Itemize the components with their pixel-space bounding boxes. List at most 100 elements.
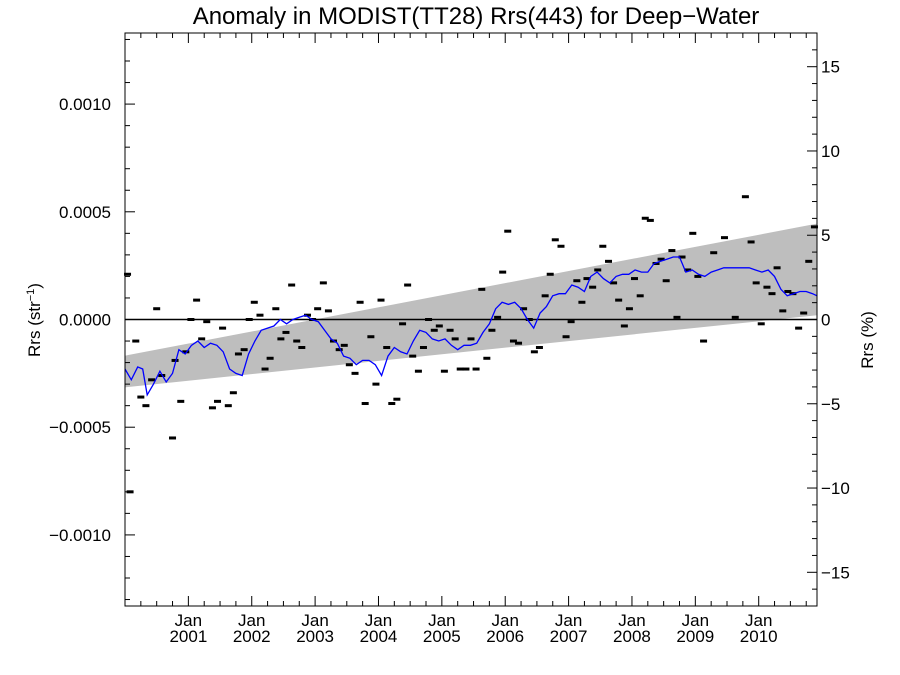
data-point bbox=[689, 231, 697, 235]
data-point bbox=[367, 335, 375, 339]
data-point bbox=[229, 391, 237, 395]
y-left-tick-label: 0.0005 bbox=[59, 203, 111, 222]
data-point bbox=[557, 244, 565, 248]
x-tick-label-year: 2008 bbox=[613, 627, 651, 646]
data-point bbox=[377, 298, 385, 302]
data-point bbox=[668, 249, 676, 253]
y-right-tick-label: −15 bbox=[821, 563, 850, 582]
data-point bbox=[731, 315, 739, 319]
data-point bbox=[282, 330, 290, 334]
y-axis-left-label-sup: −1 bbox=[25, 289, 37, 302]
data-point bbox=[662, 279, 670, 283]
x-tick-label-year: 2007 bbox=[550, 627, 588, 646]
data-point bbox=[456, 367, 464, 371]
data-point bbox=[599, 244, 607, 248]
y-right-tick-label: −5 bbox=[821, 395, 840, 414]
confidence-band-layer bbox=[125, 223, 817, 388]
data-point bbox=[409, 354, 417, 358]
data-point bbox=[182, 350, 190, 354]
data-point bbox=[148, 378, 156, 382]
data-point bbox=[795, 326, 803, 330]
data-point bbox=[646, 218, 654, 222]
y-axis-left-label: Rrs (str−1) bbox=[25, 283, 44, 357]
data-point bbox=[562, 335, 570, 339]
data-point bbox=[483, 356, 491, 360]
data-point bbox=[610, 281, 618, 285]
data-point bbox=[530, 350, 538, 354]
data-point bbox=[752, 281, 760, 285]
data-point bbox=[741, 195, 749, 199]
data-point bbox=[187, 318, 195, 321]
x-tick-label-year: 2002 bbox=[233, 627, 271, 646]
data-point bbox=[551, 238, 559, 242]
x-tick-label-month: Jan bbox=[618, 611, 645, 630]
data-point bbox=[678, 255, 686, 259]
x-tick-label-month: Jan bbox=[682, 611, 709, 630]
data-point bbox=[594, 268, 602, 272]
data-point bbox=[324, 309, 332, 313]
data-point bbox=[620, 324, 628, 328]
data-point bbox=[779, 309, 787, 313]
data-point bbox=[700, 339, 708, 343]
data-point bbox=[657, 257, 665, 261]
data-point bbox=[372, 382, 380, 386]
data-point bbox=[673, 315, 681, 319]
data-point bbox=[399, 322, 407, 326]
data-point bbox=[314, 307, 322, 311]
x-tick-label-year: 2004 bbox=[360, 627, 398, 646]
data-point bbox=[763, 285, 771, 289]
data-point bbox=[605, 259, 613, 263]
data-point bbox=[340, 343, 348, 347]
data-point bbox=[567, 320, 575, 324]
data-point bbox=[245, 318, 253, 321]
data-point bbox=[419, 346, 427, 350]
data-point bbox=[240, 348, 248, 352]
data-point bbox=[446, 328, 454, 332]
data-point bbox=[393, 397, 401, 401]
data-point bbox=[467, 337, 475, 341]
y-left-tick-label: −0.0005 bbox=[49, 418, 111, 437]
y-right-tick-label: −10 bbox=[821, 479, 850, 498]
data-point bbox=[810, 225, 818, 229]
data-point bbox=[773, 266, 781, 270]
x-tick-label-month: Jan bbox=[365, 611, 392, 630]
x-tick-label-month: Jan bbox=[175, 611, 202, 630]
data-point bbox=[440, 369, 448, 373]
data-point bbox=[351, 371, 359, 375]
data-point bbox=[720, 236, 728, 240]
data-points-layer bbox=[124, 195, 818, 494]
ticks-layer: 0.0010 0.0005 0.0000 −0.0005 −0.0010 15 10 5 0 −5… bbox=[49, 33, 850, 646]
data-point bbox=[171, 358, 179, 362]
data-point bbox=[710, 251, 718, 255]
data-point bbox=[425, 318, 433, 321]
chart-title: Anomaly in MODIST(TT28) Rrs(443) for Dee… bbox=[193, 3, 760, 30]
data-point bbox=[462, 367, 470, 371]
mean-line bbox=[124, 256, 818, 397]
data-point bbox=[137, 395, 145, 399]
data-point bbox=[520, 307, 528, 311]
x-tick-label-year: 2005 bbox=[423, 627, 461, 646]
data-point bbox=[414, 369, 422, 373]
data-point bbox=[272, 307, 280, 311]
data-point bbox=[800, 311, 808, 315]
x-tick-label-year: 2009 bbox=[676, 627, 714, 646]
data-point bbox=[573, 279, 581, 283]
data-point bbox=[193, 298, 201, 302]
data-point bbox=[224, 404, 232, 408]
data-point bbox=[589, 285, 597, 289]
data-point bbox=[256, 313, 264, 317]
data-point bbox=[525, 318, 533, 321]
y-right-tick-label: 0 bbox=[821, 311, 830, 330]
data-point bbox=[747, 240, 755, 244]
data-point bbox=[509, 339, 517, 343]
data-point bbox=[169, 436, 177, 440]
y-left-tick-label: 0.0000 bbox=[59, 311, 111, 330]
x-tick-label-month: Jan bbox=[555, 611, 582, 630]
data-point bbox=[784, 289, 792, 293]
x-tick-label-month: Jan bbox=[745, 611, 772, 630]
data-point bbox=[266, 356, 274, 360]
x-tick-label-month: Jan bbox=[301, 611, 328, 630]
data-point bbox=[625, 307, 633, 311]
data-point bbox=[214, 399, 222, 403]
data-point bbox=[636, 294, 644, 298]
